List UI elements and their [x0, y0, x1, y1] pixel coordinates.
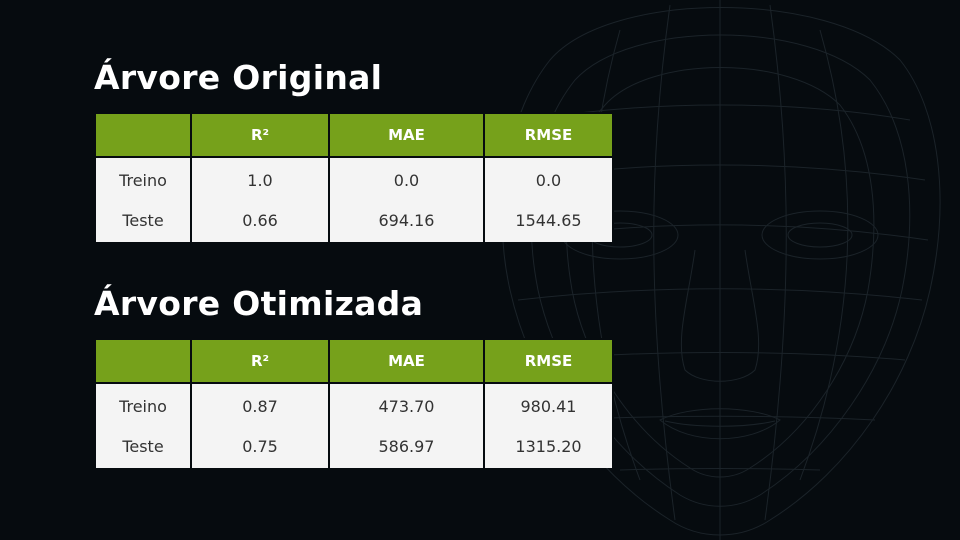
row-label: Teste — [94, 200, 192, 242]
table-title-optimized: Árvore Otimizada — [94, 284, 424, 323]
table-header-row: R² MAE RMSE — [94, 112, 614, 158]
cell-rmse: 980.41 — [483, 383, 614, 426]
cell-mae: 0.0 — [328, 157, 485, 200]
cell-r2: 0.87 — [190, 383, 330, 426]
metrics-table-optimized: R² MAE RMSE Treino 0.87 473.70 980.41 Te… — [94, 338, 614, 468]
cell-r2: 1.0 — [190, 157, 330, 200]
row-label: Teste — [94, 426, 192, 468]
cell-rmse: 1315.20 — [483, 426, 614, 468]
row-label: Treino — [94, 157, 192, 200]
cell-rmse: 0.0 — [483, 157, 614, 200]
table-row-treino: Treino 1.0 0.0 0.0 — [94, 157, 614, 200]
header-cell-rmse: RMSE — [483, 112, 614, 158]
header-cell-mae: MAE — [328, 338, 485, 384]
cell-r2: 0.66 — [190, 200, 330, 242]
table-row-teste: Teste 0.66 694.16 1544.65 — [94, 200, 614, 242]
table-row-teste: Teste 0.75 586.97 1315.20 — [94, 426, 614, 468]
cell-rmse: 1544.65 — [483, 200, 614, 242]
cell-mae: 473.70 — [328, 383, 485, 426]
header-cell-rmse: RMSE — [483, 338, 614, 384]
cell-r2: 0.75 — [190, 426, 330, 468]
header-cell-r2: R² — [190, 338, 330, 384]
cell-mae: 586.97 — [328, 426, 485, 468]
table-header-row: R² MAE RMSE — [94, 338, 614, 384]
metrics-table-original: R² MAE RMSE Treino 1.0 0.0 0.0 Teste 0.6… — [94, 112, 614, 242]
row-label: Treino — [94, 383, 192, 426]
table-title-original: Árvore Original — [94, 58, 383, 97]
header-cell-mae: MAE — [328, 112, 485, 158]
cell-mae: 694.16 — [328, 200, 485, 242]
header-cell-r2: R² — [190, 112, 330, 158]
header-cell-empty — [94, 338, 192, 384]
table-row-treino: Treino 0.87 473.70 980.41 — [94, 383, 614, 426]
header-cell-empty — [94, 112, 192, 158]
